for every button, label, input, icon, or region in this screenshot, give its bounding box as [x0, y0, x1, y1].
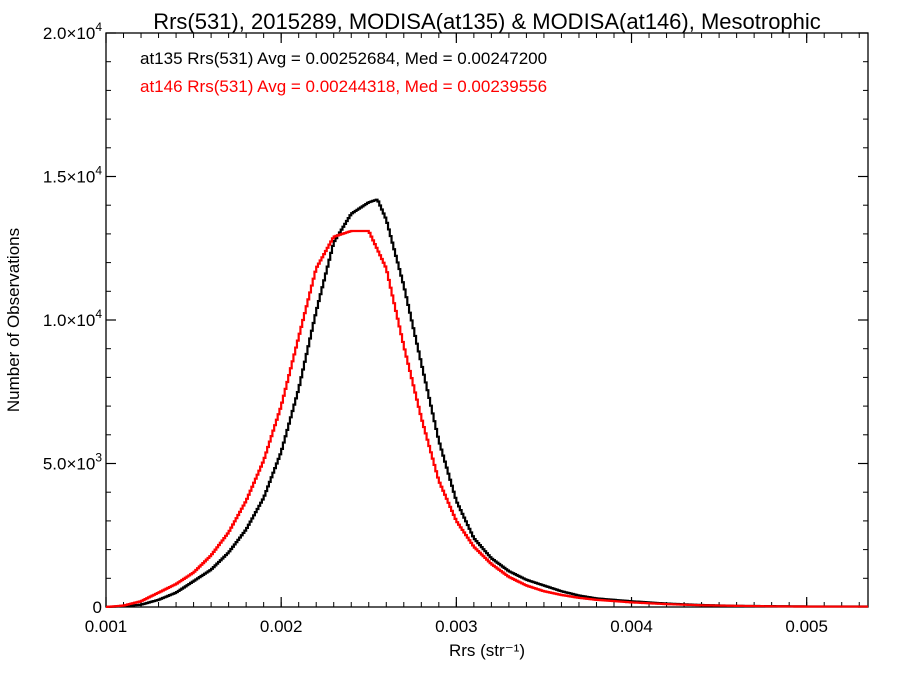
- y-tick-label: 1.0×104: [43, 307, 102, 330]
- x-tick-label: 0.005: [785, 617, 828, 636]
- x-tick-label: 0.002: [260, 617, 303, 636]
- x-axis-label: Rrs (str⁻¹): [449, 641, 525, 660]
- y-tick-exponent: 3: [95, 451, 102, 465]
- y-tick-mantissa: 2.0×10: [43, 24, 95, 43]
- series-group: [106, 198, 868, 609]
- y-tick-mantissa: 0: [93, 598, 102, 617]
- stats-annotation-2: at146 Rrs(531) Avg = 0.00244318, Med = 0…: [140, 77, 547, 96]
- y-tick-mantissa: 1.0×10: [43, 311, 95, 330]
- plot-frame: [105, 32, 869, 608]
- y-tick-mantissa: 5.0×10: [43, 455, 95, 474]
- x-tick-label: 0.003: [435, 617, 478, 636]
- y-tick-exponent: 4: [95, 20, 102, 34]
- y-tick-label: 5.0×103: [43, 451, 102, 474]
- stats-annotation-1: at135 Rrs(531) Avg = 0.00252684, Med = 0…: [140, 49, 547, 68]
- y-tick-mantissa: 1.5×10: [43, 168, 95, 187]
- y-axis-label: Number of Observations: [4, 228, 23, 412]
- y-tick-label: 0: [93, 598, 102, 617]
- y-tick-label: 1.5×104: [43, 164, 102, 187]
- histogram-series-2: [106, 229, 868, 609]
- y-tick-exponent: 4: [95, 164, 102, 178]
- x-tick-label: 0.001: [85, 617, 128, 636]
- y-tick-exponent: 4: [95, 307, 102, 321]
- annotations: at135 Rrs(531) Avg = 0.00252684, Med = 0…: [140, 49, 547, 96]
- chart-title: Rrs(531), 2015289, MODISA(at135) & MODIS…: [153, 9, 821, 34]
- y-tick-label: 2.0×104: [43, 20, 102, 43]
- x-tick-label: 0.004: [610, 617, 653, 636]
